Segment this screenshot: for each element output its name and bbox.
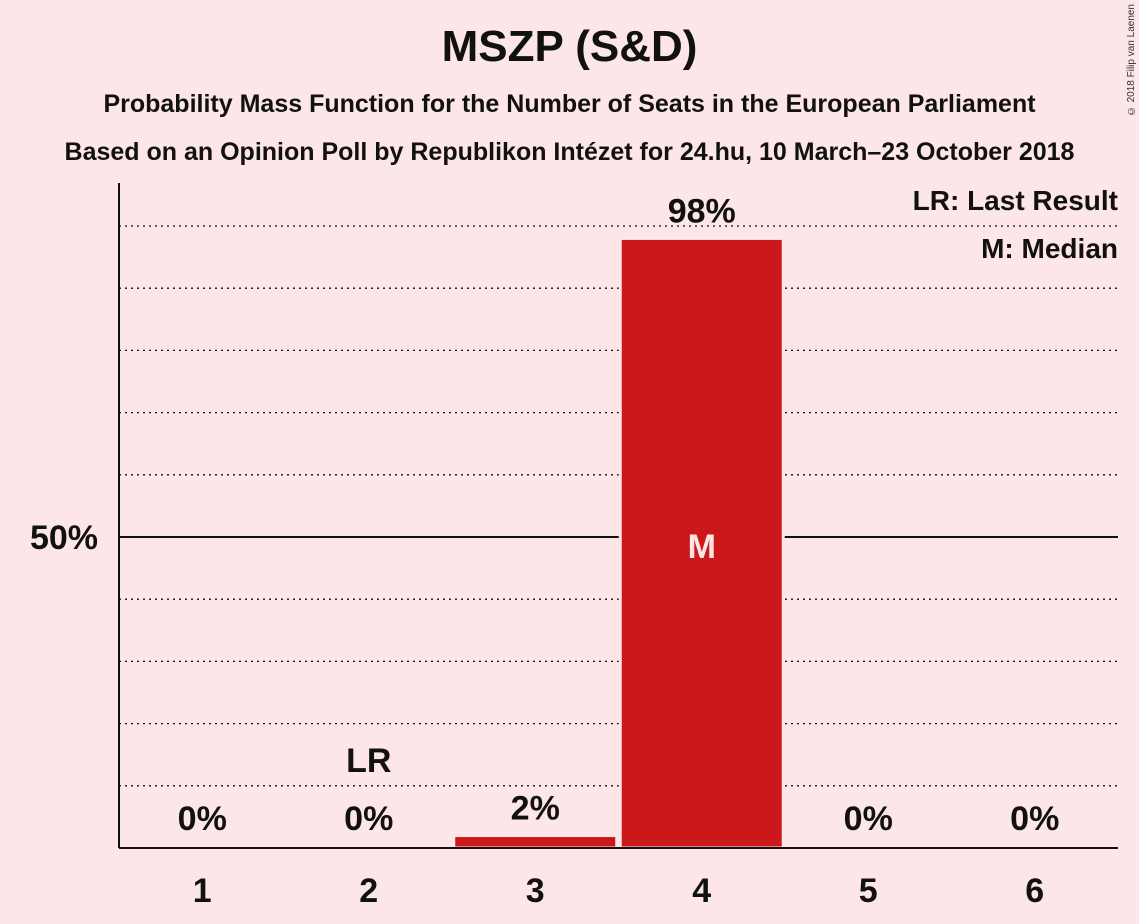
x-tick-label-5: 5 [859, 872, 878, 910]
value-label-5: 0% [844, 800, 893, 838]
value-label-2: 0% [344, 800, 393, 838]
median-marker: M [688, 528, 716, 566]
x-tick-label-1: 1 [193, 872, 212, 910]
chart-title: MSZP (S&D) [441, 22, 698, 71]
chart-subtitle: Probability Mass Function for the Number… [103, 90, 1036, 118]
value-label-3: 2% [511, 790, 560, 828]
x-tick-label-3: 3 [526, 872, 545, 910]
legend-entry-0: LR: Last Result [913, 185, 1118, 216]
value-label-1: 0% [178, 800, 227, 838]
legend-entry-1: M: Median [981, 233, 1118, 264]
last-result-marker: LR [346, 742, 391, 780]
value-label-6: 0% [1010, 800, 1059, 838]
y-tick-label-50: 50% [30, 519, 98, 557]
x-tick-label-2: 2 [359, 872, 378, 910]
value-label-4: 98% [668, 192, 736, 230]
bar-4 [618, 236, 785, 850]
chart-subtitle-source: Based on an Opinion Poll by Republikon I… [64, 138, 1075, 166]
bar-3 [452, 834, 619, 850]
x-tick-label-6: 6 [1025, 872, 1044, 910]
x-tick-label-4: 4 [692, 872, 711, 910]
